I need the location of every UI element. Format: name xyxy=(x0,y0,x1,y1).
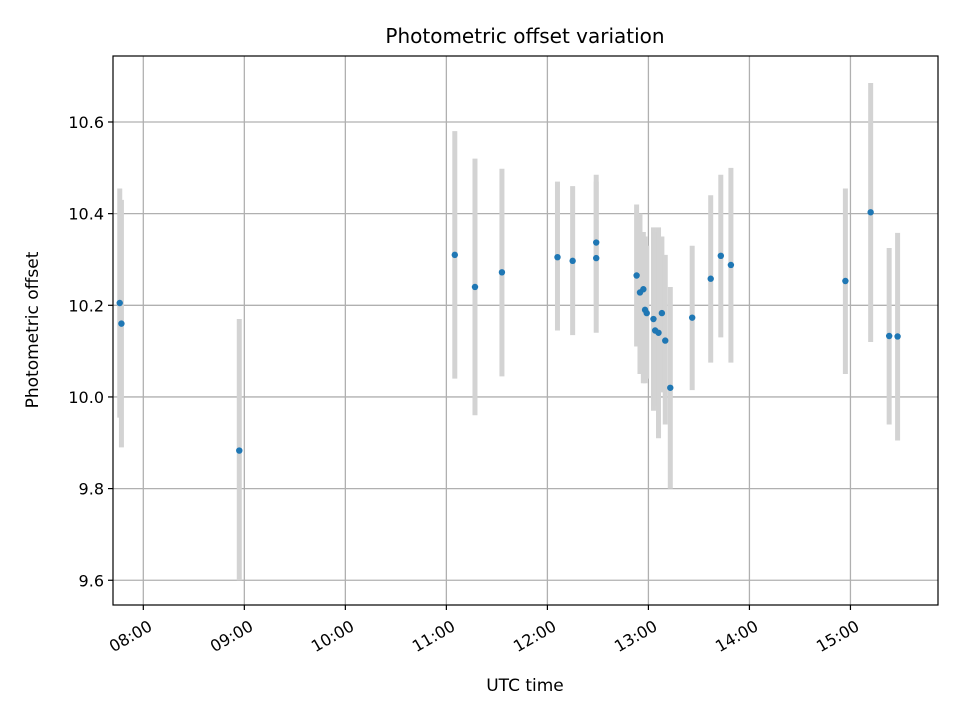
data-point xyxy=(640,286,647,293)
data-point xyxy=(707,275,714,282)
y-tick-label: 10.6 xyxy=(68,113,104,132)
plot-area xyxy=(113,56,938,605)
data-point xyxy=(717,252,725,260)
data-point xyxy=(118,320,125,327)
data-point xyxy=(842,277,849,285)
data-point xyxy=(885,332,893,340)
y-tick-label: 10.4 xyxy=(68,205,104,224)
data-point xyxy=(650,315,657,323)
data-point xyxy=(894,333,901,340)
data-point xyxy=(658,309,666,317)
data-point xyxy=(593,254,600,262)
data-point xyxy=(633,272,640,279)
data-point xyxy=(727,261,735,269)
chart-title: Photometric offset variation xyxy=(385,24,664,48)
data-point xyxy=(498,269,506,276)
data-point xyxy=(451,251,458,259)
data-point xyxy=(569,257,576,265)
x-axis-label: UTC time xyxy=(486,676,564,696)
y-axis-label: Photometric offset xyxy=(23,251,43,408)
y-tick-label: 9.6 xyxy=(79,571,104,590)
data-point xyxy=(667,384,674,391)
data-points xyxy=(116,209,901,454)
data-point xyxy=(554,253,561,261)
data-point xyxy=(655,329,662,336)
data-point xyxy=(643,309,650,317)
y-tick-label: 10.2 xyxy=(68,296,104,315)
data-point xyxy=(593,239,600,246)
data-point xyxy=(471,283,479,291)
grid xyxy=(113,56,938,605)
data-point xyxy=(116,299,123,307)
plot-frame xyxy=(112,55,939,606)
y-tick-label: 9.8 xyxy=(79,480,104,499)
data-point xyxy=(662,337,669,344)
data-point xyxy=(867,209,874,216)
data-point xyxy=(236,447,243,454)
y-tick-label: 10.0 xyxy=(68,388,104,407)
data-point xyxy=(688,314,696,321)
